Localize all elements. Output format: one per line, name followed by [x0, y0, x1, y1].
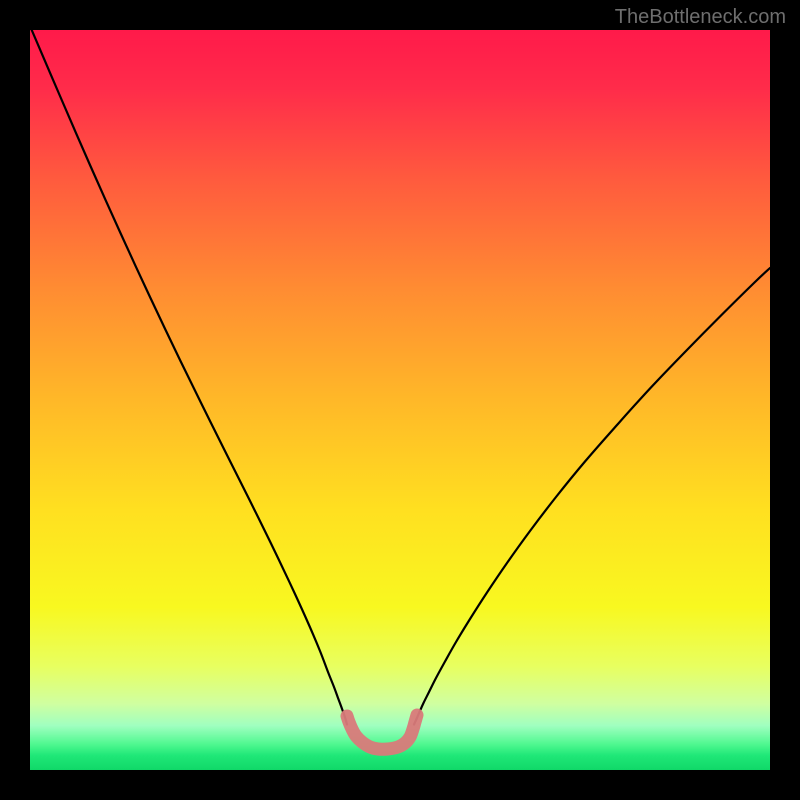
right-curve: [414, 268, 770, 725]
chart-curves: [0, 0, 800, 800]
left-curve: [30, 26, 347, 725]
highlight-u-curve: [347, 715, 417, 749]
